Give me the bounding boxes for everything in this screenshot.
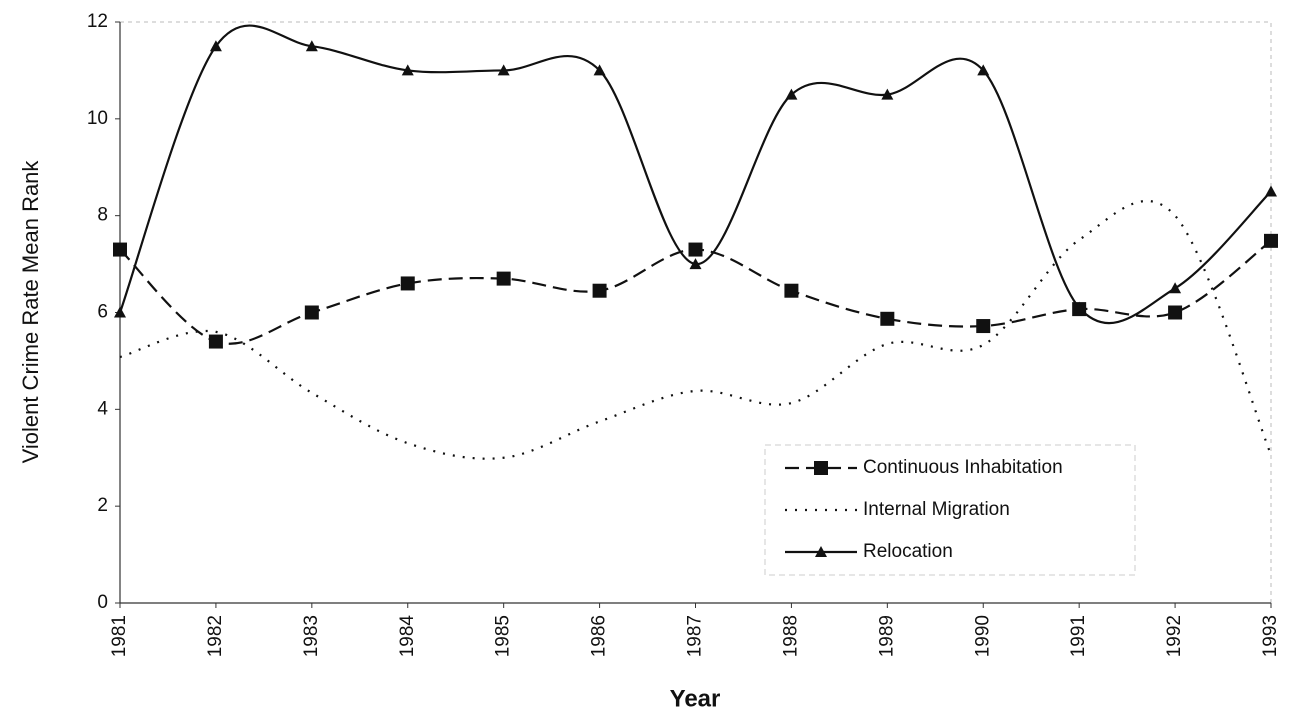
marker (497, 64, 510, 76)
legend-label: Relocation (863, 541, 953, 562)
x-tick-label: 1991 (1068, 615, 1089, 657)
marker (1265, 185, 1277, 197)
x-tick-label: 1985 (493, 615, 514, 657)
x-tick-label: 1992 (1164, 615, 1185, 657)
marker (977, 64, 990, 76)
x-tick-label: 1987 (685, 615, 706, 657)
marker (209, 40, 222, 52)
marker (1168, 305, 1183, 320)
legend-marker (814, 461, 828, 475)
marker (496, 271, 511, 286)
x-tick-label: 1990 (972, 615, 993, 657)
x-tick-label: 1984 (397, 615, 418, 658)
marker (208, 334, 223, 349)
marker (400, 276, 415, 291)
x-tick-label: 1993 (1260, 615, 1281, 657)
marker (1169, 282, 1182, 294)
x-tick-label: 1989 (876, 615, 897, 657)
series-line (119, 200, 1273, 460)
x-tick-label: 1986 (589, 615, 610, 657)
x-tick-label: 1983 (301, 615, 322, 657)
marker (688, 242, 703, 257)
y-tick-label: 4 (97, 398, 108, 419)
marker (785, 88, 798, 100)
x-axis-label: Year (670, 685, 721, 712)
marker (305, 40, 318, 52)
y-tick-label: 0 (97, 592, 108, 613)
x-tick-label: 1981 (109, 615, 130, 657)
y-tick-label: 12 (87, 11, 108, 32)
marker (784, 283, 799, 298)
x-tick-label: 1988 (780, 615, 801, 657)
marker (401, 64, 414, 76)
y-tick-label: 2 (97, 495, 108, 516)
plot-frame (120, 21, 1272, 603)
legend-marker (815, 546, 827, 557)
y-tick-label: 8 (97, 205, 108, 226)
marker (114, 306, 126, 318)
marker (689, 258, 702, 270)
marker (592, 283, 607, 298)
marker (1264, 233, 1278, 248)
marker (1073, 301, 1086, 313)
marker (113, 242, 127, 257)
y-tick-label: 6 (97, 302, 108, 323)
marker (880, 311, 895, 326)
y-axis-label: Violent Crime Rate Mean Rank (18, 160, 43, 464)
y-tick-label: 10 (87, 108, 108, 129)
legend-label: Continuous Inhabitation (863, 457, 1063, 478)
marker (881, 88, 894, 100)
marker (593, 64, 606, 76)
marker (976, 319, 991, 334)
x-tick-label: 1982 (205, 615, 226, 657)
series-line (118, 24, 1272, 325)
marker (304, 305, 319, 320)
legend-label: Internal Migration (863, 499, 1010, 520)
